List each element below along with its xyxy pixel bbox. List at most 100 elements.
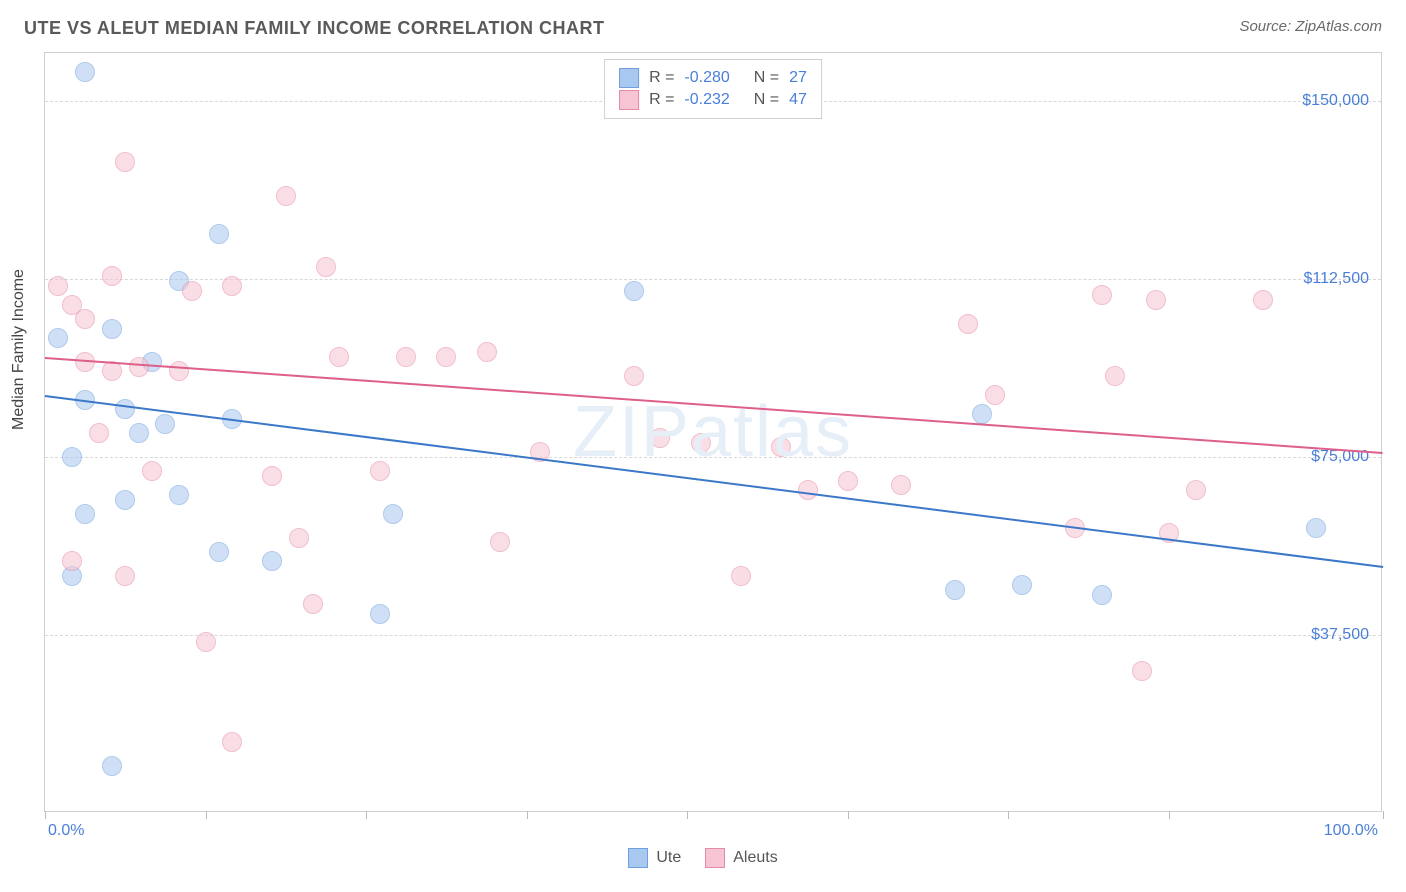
- data-point: [75, 62, 95, 82]
- data-point: [490, 532, 510, 552]
- r-value: -0.232: [684, 91, 729, 109]
- x-tick: [366, 811, 367, 819]
- data-point: [691, 433, 711, 453]
- data-point: [276, 186, 296, 206]
- data-point: [262, 466, 282, 486]
- data-point: [798, 480, 818, 500]
- data-point: [102, 319, 122, 339]
- data-point: [1092, 285, 1112, 305]
- data-point: [316, 257, 336, 277]
- data-point: [62, 447, 82, 467]
- data-point: [396, 347, 416, 367]
- data-point: [383, 504, 403, 524]
- data-point: [624, 281, 644, 301]
- y-tick-label: $112,500: [1303, 270, 1369, 288]
- data-point: [48, 276, 68, 296]
- data-point: [115, 399, 135, 419]
- data-point: [222, 732, 242, 752]
- data-point: [1105, 366, 1125, 386]
- data-point: [650, 428, 670, 448]
- data-point: [75, 309, 95, 329]
- data-point: [222, 276, 242, 296]
- ute-swatch: [628, 848, 648, 868]
- stats-row: R =-0.280N =27: [619, 68, 807, 88]
- x-tick: [687, 811, 688, 819]
- data-point: [624, 366, 644, 386]
- y-axis-label: Median Family Income: [10, 269, 28, 430]
- aleuts-legend-label: Aleuts: [733, 849, 777, 867]
- stats-row: R = -0.232 N = 47: [619, 90, 807, 110]
- data-point: [436, 347, 456, 367]
- data-point: [771, 437, 791, 457]
- data-point: [731, 566, 751, 586]
- data-point: [329, 347, 349, 367]
- n-value: 47: [789, 91, 807, 109]
- aleuts-swatch: [705, 848, 725, 868]
- trend-line: [45, 357, 1383, 454]
- source-credit: Source: ZipAtlas.com: [1239, 18, 1382, 35]
- r-label: R =: [649, 69, 674, 87]
- data-point: [48, 328, 68, 348]
- data-point: [196, 632, 216, 652]
- watermark: ZIPatlas: [573, 391, 853, 473]
- legend-bottom: Ute Aleuts: [0, 848, 1406, 868]
- data-point: [129, 423, 149, 443]
- data-point: [75, 504, 95, 524]
- data-point: [209, 224, 229, 244]
- data-point: [289, 528, 309, 548]
- data-point: [115, 566, 135, 586]
- chart-title: UTE VS ALEUT MEDIAN FAMILY INCOME CORREL…: [24, 18, 605, 39]
- y-tick-label: $150,000: [1302, 92, 1369, 110]
- scatter-chart: ZIPatlas $37,500$75,000$112,500$150,000R…: [44, 52, 1382, 812]
- data-point: [945, 580, 965, 600]
- data-point: [838, 471, 858, 491]
- data-point: [1253, 290, 1273, 310]
- n-value: 27: [789, 69, 807, 87]
- x-max-label: 100.0%: [1324, 822, 1378, 840]
- series-swatch: [619, 90, 639, 110]
- series-swatch: [619, 68, 639, 88]
- x-tick: [527, 811, 528, 819]
- data-point: [370, 604, 390, 624]
- gridline: [45, 635, 1381, 636]
- x-tick: [848, 811, 849, 819]
- data-point: [370, 461, 390, 481]
- data-point: [985, 385, 1005, 405]
- data-point: [182, 281, 202, 301]
- data-point: [115, 490, 135, 510]
- data-point: [1146, 290, 1166, 310]
- x-tick: [206, 811, 207, 819]
- data-point: [262, 551, 282, 571]
- legend-item-aleuts: Aleuts: [705, 848, 777, 868]
- data-point: [89, 423, 109, 443]
- legend-item-ute: Ute: [628, 848, 681, 868]
- data-point: [1012, 575, 1032, 595]
- x-tick: [45, 811, 46, 819]
- data-point: [1306, 518, 1326, 538]
- data-point: [62, 551, 82, 571]
- trend-line: [45, 395, 1383, 568]
- data-point: [155, 414, 175, 434]
- data-point: [1132, 661, 1152, 681]
- data-point: [142, 461, 162, 481]
- data-point: [1186, 480, 1206, 500]
- data-point: [115, 152, 135, 172]
- x-tick: [1383, 811, 1384, 819]
- r-value: -0.280: [684, 69, 729, 87]
- data-point: [477, 342, 497, 362]
- data-point: [102, 756, 122, 776]
- gridline: [45, 457, 1381, 458]
- n-label: N =: [754, 91, 779, 109]
- data-point: [102, 266, 122, 286]
- data-point: [129, 357, 149, 377]
- r-label: R =: [649, 91, 674, 109]
- data-point: [209, 542, 229, 562]
- data-point: [891, 475, 911, 495]
- gridline: [45, 279, 1381, 280]
- data-point: [1092, 585, 1112, 605]
- x-tick: [1008, 811, 1009, 819]
- data-point: [303, 594, 323, 614]
- x-tick: [1169, 811, 1170, 819]
- data-point: [958, 314, 978, 334]
- data-point: [972, 404, 992, 424]
